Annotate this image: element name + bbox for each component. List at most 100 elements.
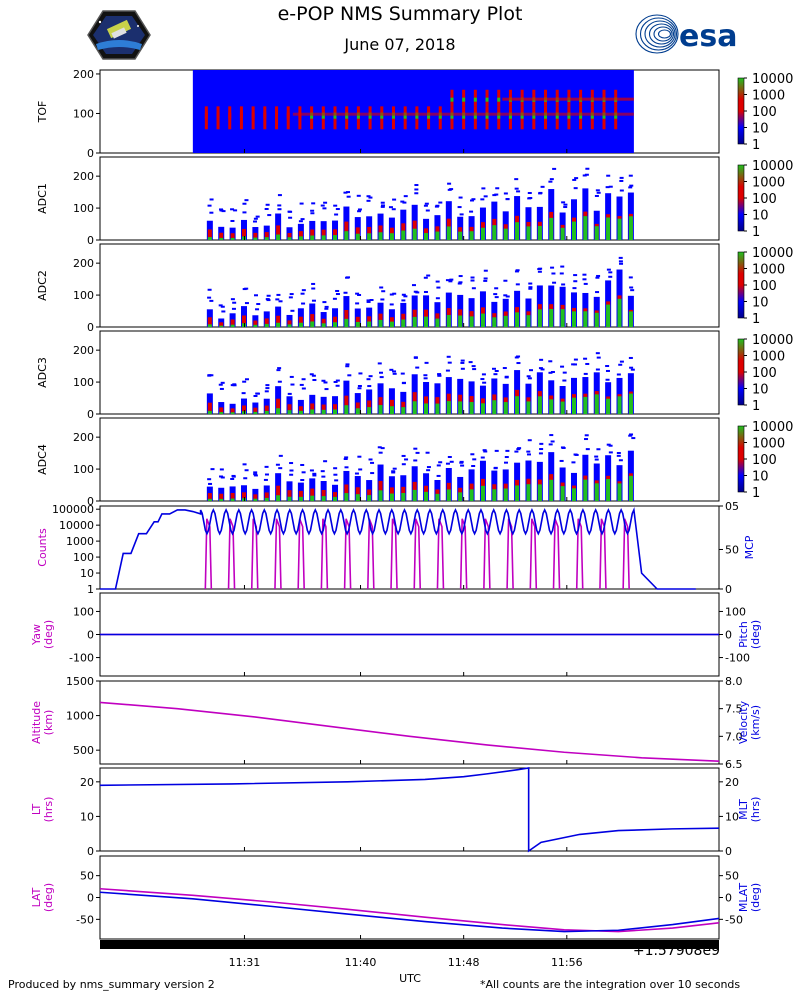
- spec-column: [492, 400, 497, 414]
- spec-column: [344, 318, 349, 327]
- spec-column: [333, 404, 338, 414]
- spec-dot: [388, 206, 393, 209]
- spec-column: [298, 410, 303, 414]
- spec-dot: [608, 185, 613, 188]
- colorbar-tick-label: 1000: [752, 176, 785, 191]
- spec-dot: [528, 282, 533, 285]
- spec-dot: [278, 300, 283, 303]
- spec-dot: [491, 367, 496, 370]
- y-tick-label: -100: [69, 652, 94, 665]
- spec-column: [264, 410, 269, 414]
- panel-frame: [99, 156, 720, 241]
- spec-column: [264, 405, 269, 414]
- spec-column: [412, 228, 417, 240]
- spec-dot: [368, 458, 373, 461]
- x-axis-label: UTC: [399, 972, 421, 985]
- spec-column: [207, 229, 212, 240]
- spec-dot: [550, 440, 555, 443]
- y-tick-label: 200: [73, 170, 94, 183]
- spec-column: [230, 408, 235, 414]
- spec-dot: [548, 371, 553, 374]
- spec-dot: [230, 219, 235, 222]
- spec-dot: [301, 378, 306, 381]
- spec-dot: [288, 216, 293, 219]
- spec-dot: [220, 476, 225, 479]
- y-tick-label-right: 0: [725, 892, 732, 905]
- spec-column: [310, 314, 315, 327]
- spec-column: [219, 412, 224, 414]
- spec-column: [230, 412, 235, 414]
- spec-column: [355, 233, 360, 240]
- x-tick-label: 11:56: [551, 956, 583, 969]
- spec-dot: [413, 459, 418, 462]
- spec-column: [492, 225, 497, 240]
- spec-dot: [265, 298, 270, 301]
- spec-column: [219, 237, 224, 240]
- colorbar-tick-label: 1: [752, 486, 760, 501]
- spec-dot: [494, 296, 499, 299]
- spec-column: [219, 322, 224, 327]
- y-axis-label-right: Velocity: [737, 700, 750, 744]
- spec-dot: [596, 191, 601, 194]
- spec-column: [571, 488, 576, 501]
- spec-dot: [493, 293, 498, 296]
- altitude-line: [99, 701, 720, 763]
- spec-dot: [585, 167, 590, 170]
- spec-column: [344, 493, 349, 501]
- spec-column: [606, 217, 611, 240]
- spec-dot: [616, 454, 621, 457]
- spec-dot: [253, 473, 258, 476]
- mlt-line: [99, 767, 720, 853]
- spec-column: [412, 401, 417, 414]
- spec-dot: [583, 282, 588, 285]
- spec-dot: [355, 302, 360, 305]
- spec-column: [298, 236, 303, 240]
- spec-column: [298, 406, 303, 414]
- x-axis-tick-band: [100, 940, 719, 949]
- spec-dot: [401, 293, 406, 296]
- spec-dot: [311, 202, 316, 205]
- spec-dot: [278, 454, 283, 457]
- spec-dot: [538, 452, 543, 455]
- spec-column: [503, 315, 508, 327]
- spec-column: [219, 232, 224, 240]
- spec-dot: [514, 270, 519, 273]
- spec-column: [264, 492, 269, 501]
- spec-dot: [209, 299, 214, 302]
- page-date: June 07, 2018: [344, 35, 456, 54]
- y-axis-label-right: MCP: [743, 535, 756, 559]
- spec-column: [378, 319, 383, 327]
- spec-dot: [301, 289, 306, 292]
- y-tick-label: 100: [73, 551, 94, 564]
- spec-column: [333, 322, 338, 327]
- spec-column: [310, 495, 315, 501]
- spec-dot: [425, 209, 430, 212]
- spec-dot: [377, 446, 382, 449]
- spec-dot: [207, 204, 212, 207]
- spec-dot: [207, 296, 212, 299]
- mlat-line: [99, 891, 720, 933]
- spec-dot: [424, 202, 429, 205]
- spec-dot: [574, 453, 579, 456]
- spec-dot: [357, 384, 362, 387]
- spec-dot: [321, 379, 326, 382]
- spec-column: [560, 401, 565, 414]
- spec-dot: [357, 455, 362, 458]
- spec-dot: [300, 463, 305, 466]
- y-tick-label: 0: [87, 234, 94, 247]
- spec-dot: [256, 303, 261, 306]
- spec-column: [253, 324, 258, 327]
- spec-dot: [618, 256, 623, 259]
- spec-dot: [401, 381, 406, 384]
- spec-dot: [311, 374, 316, 377]
- spec-column: [594, 312, 599, 327]
- spec-dot: [494, 449, 499, 452]
- spec-column: [253, 498, 258, 501]
- spec-dot: [253, 395, 258, 398]
- spec-dot: [415, 451, 420, 454]
- spec-dot: [505, 449, 510, 452]
- spec-dot: [538, 367, 543, 370]
- spec-column: [549, 479, 554, 501]
- spec-dot: [438, 461, 443, 464]
